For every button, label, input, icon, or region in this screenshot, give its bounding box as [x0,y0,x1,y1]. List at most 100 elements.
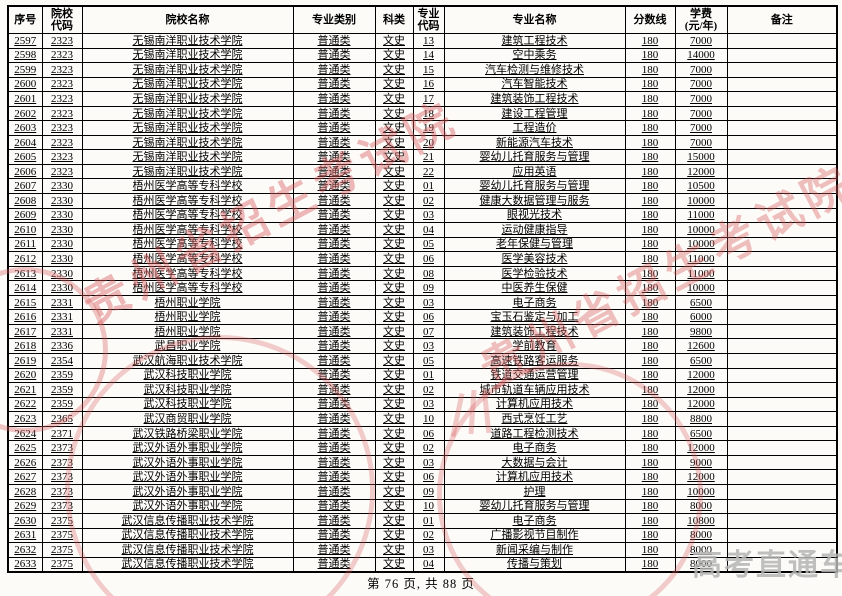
table-cell: 2599 [7,62,43,78]
table-cell [726,47,838,64]
table-cell: 2323 [41,62,83,78]
table-cell: 武汉信息传播职业技术学院 [81,527,294,544]
table-cell: 传播与策划 [443,556,626,573]
table-cell: 普通类 [292,251,376,267]
table-cell: 文史 [374,222,414,238]
table-cell: 广播影视节目制作 [443,527,626,544]
table-cell: 180 [624,513,676,529]
table-row: 2602 2323 无锡南洋职业技术学院 普通类 文史 18 建设工程管理 180 7000 [7,105,838,122]
table-cell [726,454,838,471]
table-cell: 2359 [41,396,83,413]
table-cell: 180 [624,280,676,296]
table-cell: 10000 [674,222,728,238]
table-cell: 普通类 [292,280,376,296]
table-cell: 8000 [674,542,728,558]
table-cell: 健康大数据管理与服务 [443,193,626,209]
table-cell: 无锡南洋职业技术学院 [81,76,294,93]
table-cell: 180 [624,251,676,267]
table-row: 2611 2330 梧州医学高等专科学校 普通类 文史 05 老年保健与管理 180 10000 [7,236,838,253]
table-cell: 无锡南洋职业技术学院 [81,134,294,151]
table-cell: 11000 [674,207,728,224]
table-cell [726,105,838,122]
table-cell [726,163,838,180]
table-body: 2597 2323 无锡南洋职业技术学院 普通类 文史 13 建筑工程技术 180 7000 25… [7,33,838,573]
table-cell: 文史 [374,382,414,398]
table-cell: 2373 [41,483,83,500]
table-cell: 02 [412,440,445,456]
table-cell: 普通类 [292,178,376,195]
table-cell: 汽车检测与维修技术 [443,62,626,78]
table-cell: 梧州医学高等专科学校 [81,280,294,296]
table-cell: 电子商务 [443,440,626,456]
table-cell: 180 [624,527,676,544]
table-cell: 文史 [374,193,414,209]
header-cell: 学费 (元/年) [674,5,728,34]
table-cell: 武昌职业学院 [81,338,294,355]
table-cell: 梧州职业学院 [81,309,294,325]
table-row: 2616 2331 梧州职业学院 普通类 文史 06 宝玉石鉴定与加工 180 6000 [7,309,838,325]
table-cell: 6500 [674,353,728,369]
table-cell: 2631 [7,527,43,544]
table-cell: 01 [412,178,445,195]
table-cell: 2617 [7,323,43,340]
table-cell: 180 [624,222,676,238]
table-row: 2600 2323 无锡南洋职业技术学院 普通类 文史 16 汽车智能技术 180 7000 [7,76,838,93]
table-cell: 2323 [41,91,83,107]
table-cell [726,367,838,384]
table-cell [726,251,838,267]
table-cell: 180 [624,120,676,136]
table-cell: 文史 [374,120,414,136]
admissions-score-table: 序号 院校 代码 院校名称 专业类别 科类 专业 代码 专业名称 分数线 学费 (元/年) 备注 … [7,5,838,573]
table-row: 2604 2323 无锡南洋职业技术学院 普通类 文史 20 新能源汽车技术 180 7000 [7,134,838,151]
table-cell: 2611 [7,236,43,253]
table-cell: 无锡南洋职业技术学院 [81,62,294,78]
table-cell [726,265,838,282]
table-cell: 2621 [7,382,43,398]
table-cell: 文史 [374,207,414,224]
table-cell: 文史 [374,47,414,64]
table-cell: 普通类 [292,105,376,122]
table-cell: 文史 [374,556,414,573]
table-cell: 7000 [674,120,728,136]
table-cell: 梧州医学高等专科学校 [81,178,294,195]
table-cell: 2614 [7,280,43,296]
table-cell: 建筑装饰工程技术 [443,91,626,107]
table-cell: 武汉科技职业学院 [81,367,294,384]
table-cell: 6500 [674,294,728,311]
table-cell: 文史 [374,251,414,267]
table-cell: 2373 [41,469,83,485]
table-cell: 03 [412,338,445,355]
table-cell: 2331 [41,309,83,325]
table-cell: 180 [624,76,676,93]
table-cell: 6000 [674,309,728,325]
table-cell: 2330 [41,222,83,238]
table-cell: 2330 [41,251,83,267]
table-cell: 汽车智能技术 [443,76,626,93]
table-cell: 2375 [41,542,83,558]
table-cell: 180 [624,411,676,427]
table-row: 2607 2330 梧州医学高等专科学校 普通类 文史 01 婴幼儿托育服务与管理 180 10… [7,178,838,195]
table-cell: 2373 [41,454,83,471]
table-cell: 7000 [674,105,728,122]
table-cell: 文史 [374,440,414,456]
table-cell: 2630 [7,513,43,529]
table-row: 2624 2371 武汉铁路桥梁职业学院 普通类 文史 06 道路工程检测技术 180 6500 [7,425,838,442]
table-cell: 文史 [374,178,414,195]
table-cell: 2375 [41,527,83,544]
table-cell: 运动健康指导 [443,222,626,238]
table-cell: 11000 [674,265,728,282]
table-cell: 普通类 [292,207,376,224]
table-cell: 武汉航海职业技术学院 [81,353,294,369]
table-cell [726,382,838,398]
table-cell: 无锡南洋职业技术学院 [81,163,294,180]
table-cell: 11000 [674,251,728,267]
table-cell: 2323 [41,76,83,93]
table-cell: 04 [412,222,445,238]
table-cell: 普通类 [292,163,376,180]
table-cell: 15000 [674,149,728,165]
table-cell: 武汉商贸职业学院 [81,411,294,427]
table-cell: 2330 [41,280,83,296]
table-cell: 08 [412,265,445,282]
table-cell: 无锡南洋职业技术学院 [81,33,294,49]
table-cell: 8000 [674,527,728,544]
